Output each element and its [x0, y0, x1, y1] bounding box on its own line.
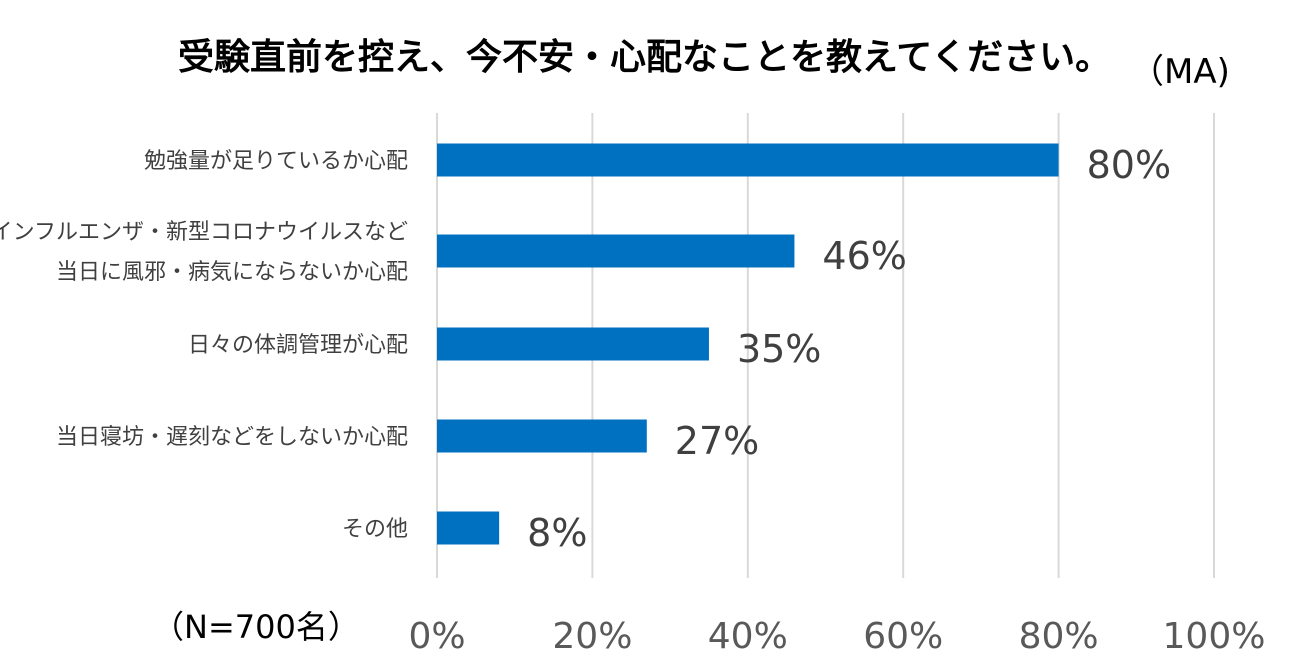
data-label-0: 80% — [1087, 143, 1171, 187]
category-label-1-line-1: 当日に風邪・病気にならないか心配 — [56, 260, 408, 285]
category-label-2: 日々の体調管理が心配 — [188, 333, 408, 358]
title-note: （MA) — [1130, 52, 1230, 92]
category-label-4: その他 — [342, 517, 408, 542]
x-tick-label-100: 100% — [1163, 616, 1266, 657]
sample-size-note: （N=700名） — [152, 608, 360, 646]
category-label-1-line-0: インフルエンザ・新型コロナウイルスなど — [0, 220, 408, 245]
data-label-1: 46% — [822, 234, 906, 278]
x-tick-label-60: 60% — [863, 616, 943, 657]
data-label-4: 8% — [527, 511, 587, 555]
data-label-3: 27% — [675, 419, 759, 463]
bar-4 — [437, 511, 500, 545]
bar-1 — [437, 234, 795, 268]
x-tick-label-0: 0% — [408, 616, 465, 657]
bar-0 — [437, 143, 1059, 177]
chart-title: 受験直前を控え、今不安・心配なことを教えてください。 （MA) — [0, 14, 1301, 92]
category-label-3: 当日寝坊・遅刻などをしないか心配 — [56, 425, 408, 450]
bar-2 — [437, 327, 709, 361]
category-label-0: 勉強量が足りているか心配 — [144, 149, 408, 174]
data-label-2: 35% — [737, 327, 821, 371]
x-tick-label-80: 80% — [1019, 616, 1099, 657]
x-tick-label-20: 20% — [552, 616, 632, 657]
title-text: 受験直前を控え、今不安・心配なことを教えてください。 — [178, 37, 1112, 78]
bar-3 — [437, 419, 647, 453]
x-tick-label-40: 40% — [708, 616, 788, 657]
